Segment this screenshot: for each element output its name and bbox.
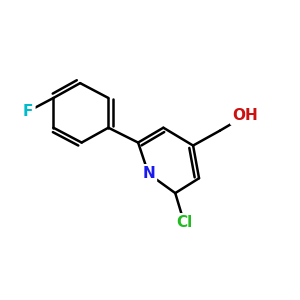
Text: Cl: Cl xyxy=(176,215,192,230)
Text: OH: OH xyxy=(232,108,258,123)
Text: F: F xyxy=(23,104,33,119)
Text: N: N xyxy=(142,166,155,181)
